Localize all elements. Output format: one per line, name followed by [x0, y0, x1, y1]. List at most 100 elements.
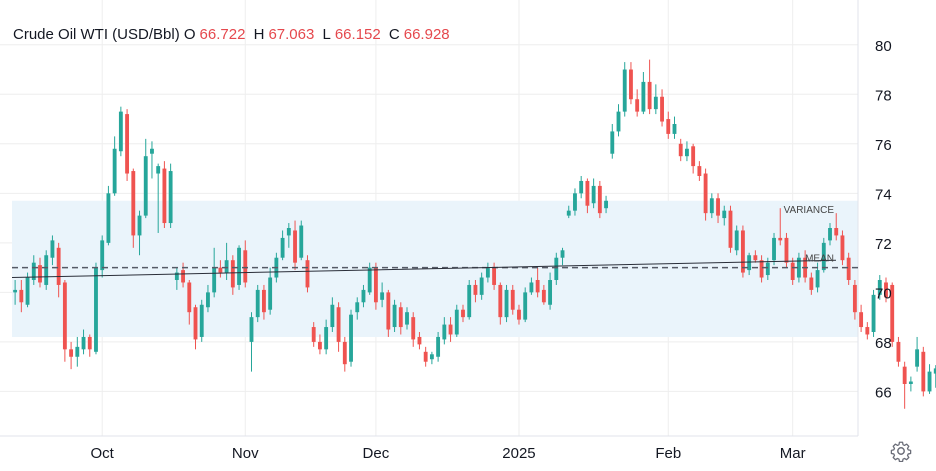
candle-body-80 — [510, 289, 515, 310]
candle-body-25 — [168, 171, 173, 224]
candle-body-74 — [473, 284, 478, 295]
candle-body-123 — [778, 237, 783, 241]
candle-body-1 — [19, 289, 24, 303]
candle-body-2 — [25, 277, 30, 305]
candle-body-44 — [286, 228, 291, 236]
x-tick-label-dec: Dec — [363, 445, 390, 462]
candle-body-12 — [87, 336, 92, 350]
gear-icon[interactable] — [890, 440, 912, 463]
candle-body-59 — [380, 292, 385, 300]
y-tick-label-66: 66 — [875, 384, 892, 401]
candle-body-54 — [349, 314, 353, 362]
y-tick-label-76: 76 — [875, 137, 892, 154]
candle-body-102 — [647, 81, 652, 110]
candle-body-3 — [31, 262, 36, 280]
candle-body-108 — [685, 148, 689, 157]
candle-body-131 — [828, 228, 832, 241]
candle-body-89 — [566, 210, 571, 216]
candle-body-8 — [62, 282, 67, 350]
x-tick-label-oct: Oct — [91, 445, 115, 462]
candle-body-126 — [796, 257, 801, 278]
candle-body-110 — [697, 166, 702, 176]
y-tick-label-80: 80 — [875, 38, 892, 55]
candle-body-113 — [716, 198, 720, 216]
candle-body-79 — [504, 289, 509, 318]
candle-body-71 — [454, 309, 459, 335]
candle-body-6 — [50, 240, 55, 258]
candle-body-100 — [635, 99, 640, 112]
candle-body-20 — [137, 215, 142, 236]
candle-body-68 — [436, 336, 441, 357]
candle-body-27 — [181, 270, 185, 283]
open-value: 66.722 — [199, 26, 246, 43]
candle-body-43 — [280, 237, 285, 258]
candle-body-38 — [249, 317, 254, 342]
symbol-name: Crude Oil WTI (USD/Bbl) — [13, 26, 180, 43]
candle-body-40 — [262, 289, 266, 313]
candle-body-76 — [485, 267, 490, 278]
x-tick-label-mar: Mar — [780, 445, 806, 462]
candle-body-88 — [560, 250, 565, 258]
candle-body-26 — [174, 272, 179, 280]
candle-body-29 — [193, 307, 198, 340]
candle-body-112 — [709, 198, 714, 214]
candle-body-139 — [877, 280, 882, 295]
candle-body-105 — [666, 119, 671, 134]
candle-body-33 — [218, 267, 223, 273]
candle-body-129 — [815, 270, 820, 288]
candle-body-130 — [821, 242, 826, 271]
candle-body-7 — [56, 247, 61, 285]
candle-body-31 — [206, 292, 210, 308]
close-value: 66.928 — [403, 26, 450, 43]
candle-body-90 — [573, 193, 577, 211]
candle-body-65 — [417, 336, 422, 345]
candle-body-72 — [461, 309, 465, 318]
candle-body-116 — [734, 230, 739, 251]
close-label: C — [388, 26, 400, 43]
candle-body-96 — [610, 131, 615, 154]
candle-body-125 — [790, 262, 795, 280]
candle-body-147 — [927, 371, 932, 392]
y-tick-label-68: 68 — [875, 335, 892, 352]
candle-body-95 — [604, 200, 608, 209]
candle-body-9 — [69, 349, 74, 357]
candle-body-47 — [305, 260, 310, 288]
x-tick-label-feb: Feb — [655, 445, 681, 462]
candle-body-98 — [622, 69, 627, 112]
candle-body-81 — [517, 309, 521, 320]
variance-label: VARIANCE — [784, 205, 835, 216]
y-tick-label-72: 72 — [875, 236, 892, 253]
candle-body-15 — [106, 193, 111, 243]
candle-body-37 — [243, 250, 248, 283]
candle-body-23 — [156, 166, 161, 174]
candle-body-107 — [678, 143, 683, 157]
candle-body-141 — [890, 284, 895, 342]
candle-body-4 — [38, 265, 42, 283]
candle-body-148 — [933, 368, 936, 374]
x-tick-label-2025: 2025 — [502, 445, 535, 462]
candle-body-146 — [921, 351, 926, 392]
candle-body-94 — [597, 185, 602, 214]
candle-body-73 — [467, 284, 472, 318]
candle-body-106 — [672, 124, 677, 134]
candle-body-135 — [852, 284, 857, 313]
candle-body-32 — [212, 267, 217, 293]
candle-body-136 — [859, 312, 864, 328]
candle-body-48 — [311, 327, 316, 342]
high-value: 67.063 — [268, 26, 315, 43]
candle-body-78 — [498, 284, 503, 318]
candle-body-140 — [884, 282, 888, 298]
candle-body-69 — [442, 324, 447, 340]
y-tick-label-78: 78 — [875, 87, 892, 104]
candle-body-45 — [293, 230, 297, 263]
candle-body-86 — [548, 280, 553, 305]
candle-body-22 — [150, 148, 154, 154]
candle-body-16 — [112, 148, 117, 194]
candle-body-46 — [299, 225, 304, 258]
candle-body-60 — [386, 292, 391, 330]
candle-body-133 — [840, 235, 845, 261]
candle-body-138 — [871, 294, 876, 332]
candle-body-39 — [255, 289, 260, 318]
